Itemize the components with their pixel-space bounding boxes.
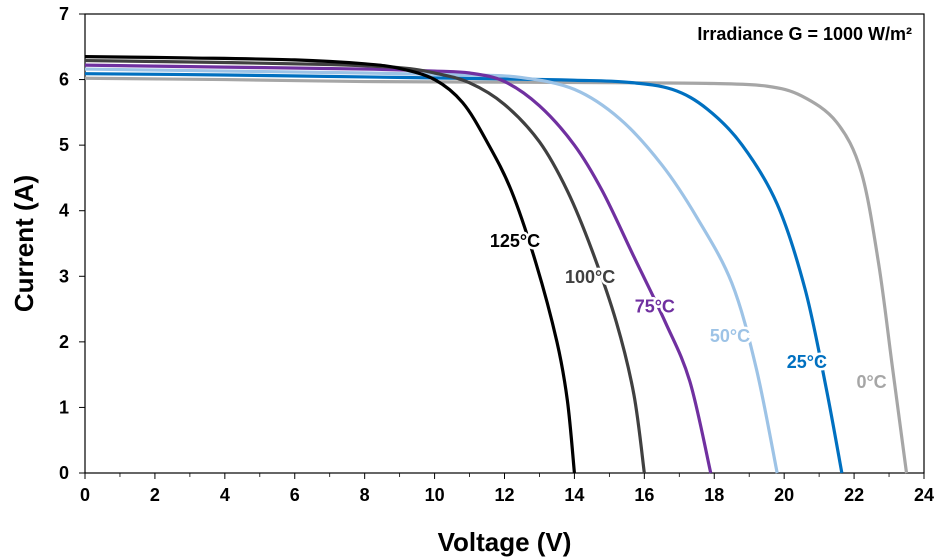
curve-label-halo: 75°C: [635, 296, 675, 316]
curve-label-halo: 50°C: [710, 326, 750, 346]
x-tick-label: 16: [634, 485, 654, 505]
curve-label: 50°C: [710, 326, 750, 346]
x-tick-label: 14: [564, 485, 584, 505]
y-tick-label: 0: [59, 463, 69, 483]
y-tick-label: 1: [59, 397, 69, 417]
x-tick-label: 8: [360, 485, 370, 505]
y-axis-title: Current (A): [9, 175, 39, 312]
x-tick-label: 24: [914, 485, 934, 505]
series-line-50c: [84, 67, 779, 474]
curve-label: 125°C: [490, 231, 540, 251]
y-tick-label: 3: [59, 266, 69, 286]
y-tick-label: 7: [59, 4, 69, 24]
x-tick-label: 6: [290, 485, 300, 505]
curve-label: 75°C: [635, 296, 675, 316]
series-line-75c: [84, 63, 713, 474]
irradiance-annotation: Irradiance G = 1000 W/m²: [697, 24, 912, 44]
curve-label: 25°C: [787, 352, 827, 372]
x-tick-label: 2: [150, 485, 160, 505]
x-tick-label: 12: [494, 485, 514, 505]
series-line-100c: [84, 58, 646, 474]
curve-label-halo: 100°C: [565, 267, 615, 287]
series-line-0c: [84, 76, 909, 474]
series-line-125c: [84, 55, 577, 474]
x-tick-label: 10: [425, 485, 445, 505]
y-tick-label: 6: [59, 70, 69, 90]
x-tick-label: 0: [80, 485, 90, 505]
x-tick-label: 22: [844, 485, 864, 505]
curve-label-halo: 0°C: [856, 372, 886, 392]
y-tick-label: 2: [59, 332, 69, 352]
x-axis-title: Voltage (V): [438, 527, 572, 557]
series-line-25c: [84, 72, 844, 474]
y-tick-label: 4: [59, 201, 69, 221]
curve-label: 100°C: [565, 267, 615, 287]
x-tick-label: 18: [704, 485, 724, 505]
x-tick-label: 20: [774, 485, 794, 505]
x-tick-label: 4: [220, 485, 230, 505]
curve-label: 0°C: [856, 372, 886, 392]
curve-label-halo: 125°C: [490, 231, 540, 251]
curve-label-halo: 25°C: [787, 352, 827, 372]
y-tick-label: 5: [59, 135, 69, 155]
